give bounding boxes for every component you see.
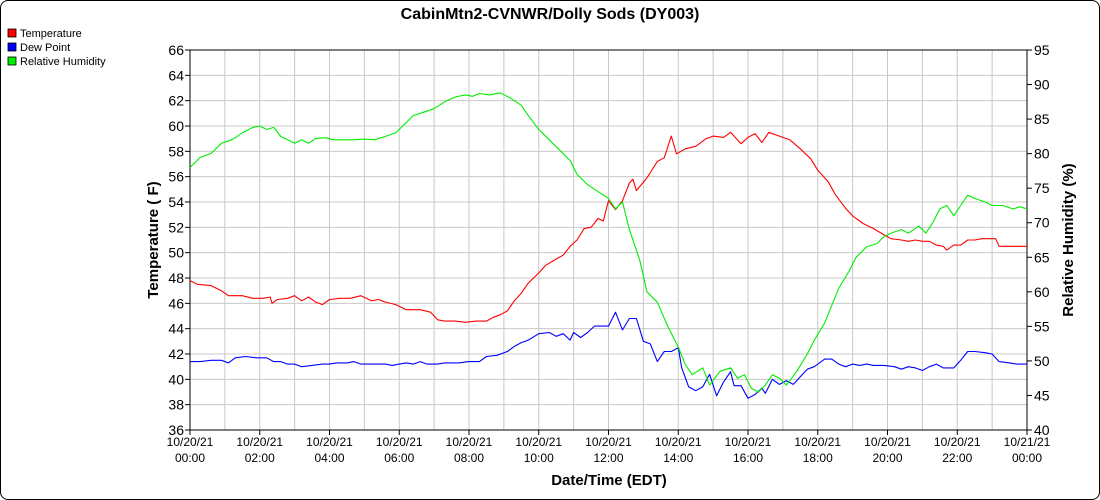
legend-label-dew-point: Dew Point <box>20 42 70 54</box>
x-tick-label-time: 18:00 <box>803 451 833 465</box>
x-tick-label-date: 10/20/21 <box>376 435 423 449</box>
x-tick-label-time: 12:00 <box>593 451 623 465</box>
x-tick-label-time: 08:00 <box>454 451 484 465</box>
y-tick-label: 62 <box>168 93 184 109</box>
x-tick-label-date: 10/20/21 <box>446 435 493 449</box>
y-tick-label: 58 <box>168 143 184 159</box>
y-axis-ticks: 36 38 40 42 44 46 48 50 52 54 56 58 60 62 64 66 <box>168 42 190 438</box>
series-group <box>189 92 1028 399</box>
x-tick-label-time: 20:00 <box>872 451 902 465</box>
x-tick-label-date: 10/20/21 <box>864 435 911 449</box>
x-tick-label-time: 02:00 <box>245 451 275 465</box>
y2-tick-label: 75 <box>1034 180 1050 196</box>
y2-tick-label: 50 <box>1034 353 1050 369</box>
y-tick-label: 38 <box>168 397 184 413</box>
y2-tick-label: 55 <box>1034 318 1050 334</box>
y2-tick-label: 40 <box>1034 422 1050 438</box>
x-tick-label-time: 04:00 <box>314 451 344 465</box>
legend-label-temperature: Temperature <box>20 28 82 40</box>
y-tick-label: 52 <box>168 219 184 235</box>
y-tick-label: 60 <box>168 118 184 134</box>
y-tick-label: 50 <box>168 245 184 261</box>
y2-tick-label: 85 <box>1034 111 1050 127</box>
y2-axis-label: Relative Humidity (%) <box>1060 163 1077 316</box>
y-tick-label: 46 <box>168 295 184 311</box>
y2-tick-label: 70 <box>1034 215 1050 231</box>
y-tick-label: 48 <box>168 270 184 286</box>
legend: Temperature Dew Point Relative Humidity <box>7 28 106 68</box>
x-tick-label-date: 10/20/21 <box>794 435 841 449</box>
x-axis-ticks: 10/20/21 00:00 10/20/21 02:00 10/20/21 04:00 1… <box>167 430 1051 465</box>
y2-tick-label: 45 <box>1034 387 1050 403</box>
x-tick-label-time: 16:00 <box>733 451 763 465</box>
x-tick-label-date: 10/20/21 <box>167 435 214 449</box>
y-axis-label: Temperature ( F) <box>145 181 162 298</box>
legend-swatch-dew-point <box>7 42 17 52</box>
legend-swatch-temperature <box>7 28 17 38</box>
y-tick-label: 64 <box>168 67 184 83</box>
x-tick-label-time: 00:00 <box>175 451 205 465</box>
y-tick-label: 44 <box>168 321 184 337</box>
x-tick-label-date: 10/20/21 <box>585 435 632 449</box>
x-tick-label-date: 10/20/21 <box>236 435 283 449</box>
y-tick-label: 42 <box>168 346 184 362</box>
x-tick-label-time: 10:00 <box>524 451 554 465</box>
y2-tick-label: 80 <box>1034 146 1050 162</box>
x-axis-label: Date/Time (EDT) <box>551 472 667 489</box>
y2-axis-ticks: 40 45 50 55 60 65 70 75 80 85 90 95 <box>1027 42 1050 438</box>
chart-title: CabinMtn2-CVNWR/Dolly Sods (DY003) <box>401 6 700 23</box>
series-line-temperature <box>189 131 1027 323</box>
x-tick-label-time: 00:00 <box>1012 451 1042 465</box>
x-tick-label-time: 22:00 <box>942 451 972 465</box>
x-tick-label-date: 10/20/21 <box>725 435 772 449</box>
y2-tick-label: 60 <box>1034 284 1050 300</box>
y-tick-label: 54 <box>168 194 184 210</box>
x-tick-label-date: 10/21/21 <box>1004 435 1051 449</box>
x-tick-label-date: 10/20/21 <box>306 435 353 449</box>
y-tick-label: 36 <box>168 422 184 438</box>
x-tick-label-date: 10/20/21 <box>515 435 562 449</box>
x-tick-label-time: 06:00 <box>384 451 414 465</box>
y2-tick-label: 65 <box>1034 249 1050 265</box>
y2-tick-label: 95 <box>1034 42 1050 58</box>
y2-tick-label: 90 <box>1034 77 1050 93</box>
y-tick-label: 56 <box>168 169 184 185</box>
legend-label-relative-humidity: Relative Humidity <box>20 56 106 68</box>
series-line-dew-point <box>190 311 1027 399</box>
x-tick-label-date: 10/20/21 <box>934 435 981 449</box>
x-tick-label-date: 10/20/21 <box>655 435 702 449</box>
y-tick-label: 66 <box>168 42 184 58</box>
series-line-relative-humidity <box>189 92 1028 393</box>
y-tick-label: 40 <box>168 371 184 387</box>
legend-swatch-relative-humidity <box>7 56 17 66</box>
x-tick-label-time: 14:00 <box>663 451 693 465</box>
